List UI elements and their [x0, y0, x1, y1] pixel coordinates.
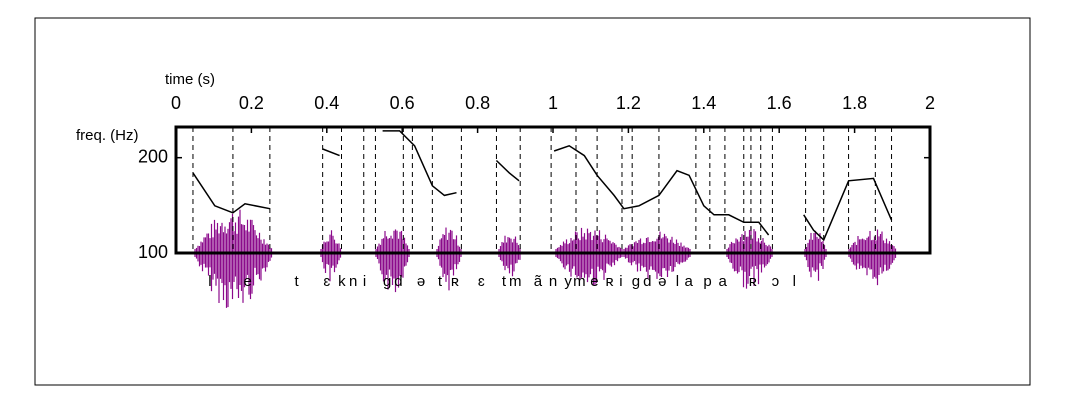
phoneme-label: ɛ: [478, 273, 485, 290]
phoneme-label: k: [338, 273, 346, 290]
pitch-line: [192, 130, 893, 242]
phoneme-label: ɛ: [323, 273, 330, 290]
phoneme-label: t: [295, 273, 300, 290]
y-tick-label: 100: [138, 242, 168, 262]
x-tick-label: 1.4: [691, 93, 716, 113]
phoneme-label: e: [590, 273, 598, 290]
phoneme-label: l: [793, 273, 796, 290]
phoneme-label: a: [718, 273, 727, 290]
x-tick-label: 1.2: [616, 93, 641, 113]
phoneme-label: ə: [658, 273, 666, 290]
phoneme-label: l: [676, 273, 679, 290]
x-tick-label: 0.2: [239, 93, 264, 113]
phoneme-label: i: [363, 273, 366, 290]
y-tick-label: 200: [138, 146, 168, 166]
phoneme-label: d: [643, 273, 651, 290]
phoneme-label: ʀ: [451, 273, 459, 290]
y-axis-label: freq. (Hz): [76, 127, 139, 144]
phoneme-label: ã: [534, 273, 543, 290]
phoneme-label: t: [502, 273, 507, 290]
phoneme-label: ʀ: [605, 273, 613, 290]
phoneme-label: l: [208, 273, 211, 290]
phoneme-label: n: [349, 273, 357, 290]
x-tick-label: 1.8: [842, 93, 867, 113]
phoneme-label: ɔ: [772, 273, 780, 290]
phoneme-label: i: [619, 273, 622, 290]
phoneme-label: m: [509, 273, 522, 290]
phoneme-label: t: [438, 273, 443, 290]
phoneme-label: ʀ: [749, 273, 757, 290]
x-tick-label: 1: [548, 93, 558, 113]
phoneme-label: d: [394, 273, 402, 290]
figure-border: [34, 17, 1031, 386]
phoneme-label: g: [632, 273, 640, 290]
x-axis-label: time (s): [165, 71, 215, 88]
x-tick-label: 0.8: [465, 93, 490, 113]
phoneme-label: p: [703, 273, 711, 290]
phoneme-label: e: [243, 273, 251, 290]
x-tick-label: 1.6: [767, 93, 792, 113]
x-tick-label: 0: [171, 93, 181, 113]
phoneme-label: g: [383, 273, 391, 290]
x-tick-label: 0.6: [390, 93, 415, 113]
phoneme-label: n: [549, 273, 557, 290]
x-tick-label: 2: [925, 93, 935, 113]
phoneme-label: m: [573, 273, 586, 290]
x-tick-label: 0.4: [314, 93, 339, 113]
phoneme-label: a: [685, 273, 694, 290]
phoneme-label: y: [564, 273, 572, 290]
phoneme-label: ə: [417, 273, 425, 290]
